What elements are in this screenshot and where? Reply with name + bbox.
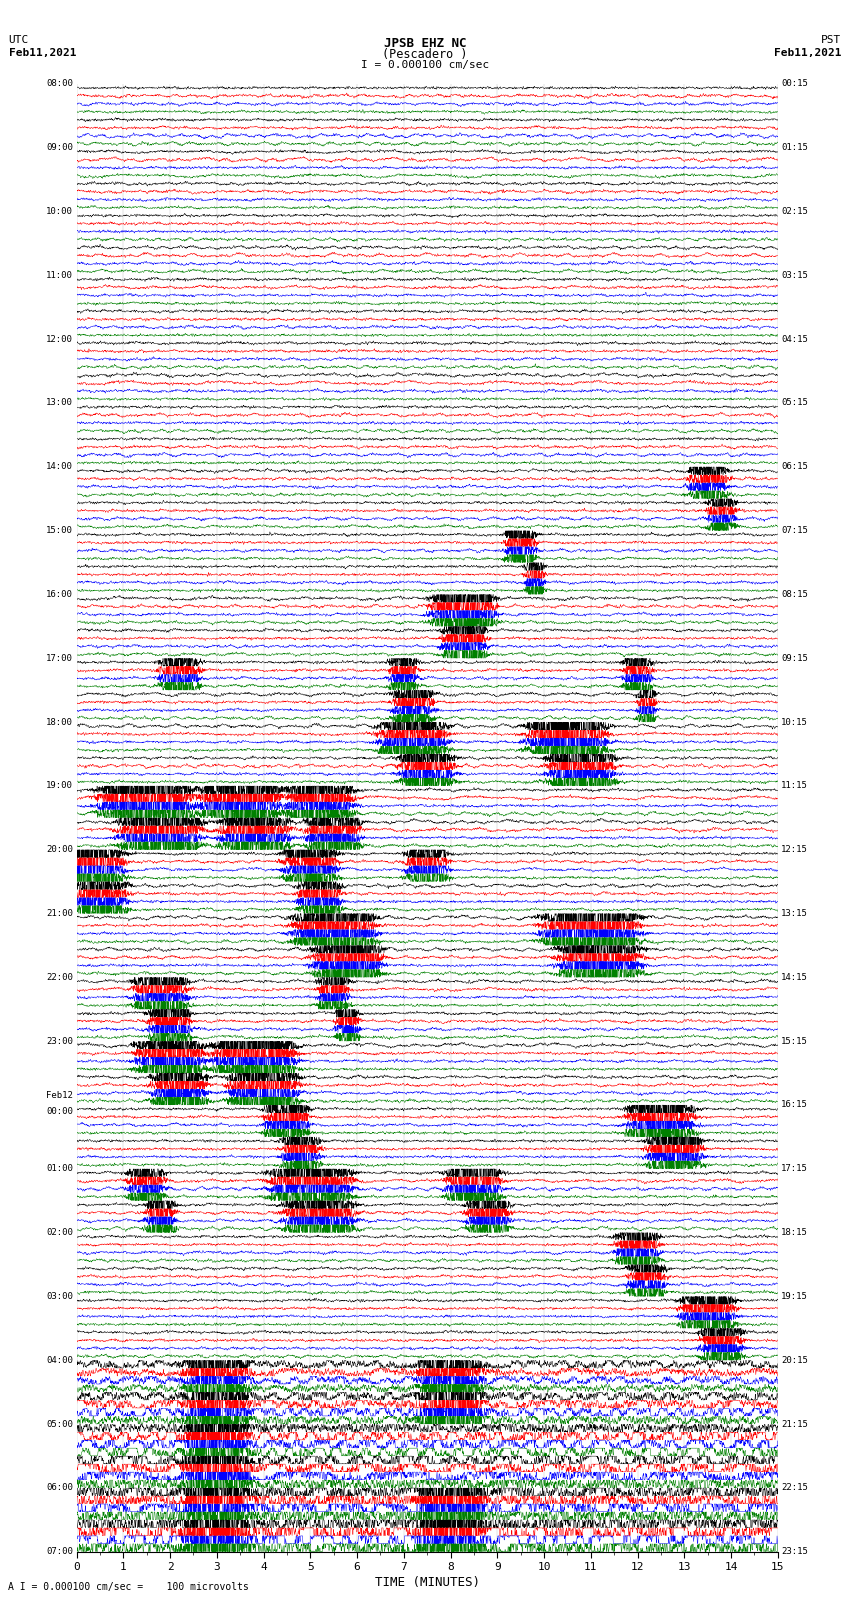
Text: 14:00: 14:00 [46,463,73,471]
Text: 12:15: 12:15 [781,845,808,855]
Text: 11:00: 11:00 [46,271,73,279]
Text: 17:00: 17:00 [46,653,73,663]
Text: 07:15: 07:15 [781,526,808,536]
Text: 16:15: 16:15 [781,1100,808,1110]
Text: 02:00: 02:00 [46,1227,73,1237]
Text: 04:00: 04:00 [46,1357,73,1365]
Text: 16:00: 16:00 [46,590,73,598]
Text: 18:00: 18:00 [46,718,73,726]
Text: A I = 0.000100 cm/sec =    100 microvolts: A I = 0.000100 cm/sec = 100 microvolts [8,1582,249,1592]
Text: 13:00: 13:00 [46,398,73,408]
Text: PST: PST [821,35,842,45]
Text: Feb11,2021: Feb11,2021 [8,48,76,58]
Text: JPSB EHZ NC: JPSB EHZ NC [383,37,467,50]
Text: 10:00: 10:00 [46,206,73,216]
Text: I = 0.000100 cm/sec: I = 0.000100 cm/sec [361,60,489,69]
Text: 12:00: 12:00 [46,334,73,344]
Text: UTC: UTC [8,35,29,45]
Text: 04:15: 04:15 [781,334,808,344]
Text: (Pescadero ): (Pescadero ) [382,48,468,61]
Text: Feb12: Feb12 [46,1090,73,1100]
Text: 19:00: 19:00 [46,781,73,790]
Text: 09:00: 09:00 [46,144,73,152]
Text: 05:00: 05:00 [46,1419,73,1429]
Text: 13:15: 13:15 [781,910,808,918]
Text: 09:15: 09:15 [781,653,808,663]
Text: Feb11,2021: Feb11,2021 [774,48,842,58]
Text: 20:15: 20:15 [781,1357,808,1365]
Text: 06:00: 06:00 [46,1484,73,1492]
Text: 15:00: 15:00 [46,526,73,536]
Text: 08:15: 08:15 [781,590,808,598]
Text: 01:15: 01:15 [781,144,808,152]
Text: 05:15: 05:15 [781,398,808,408]
Text: 22:15: 22:15 [781,1484,808,1492]
Text: 11:15: 11:15 [781,781,808,790]
Text: 23:00: 23:00 [46,1037,73,1045]
Text: 00:15: 00:15 [781,79,808,89]
Text: 00:00: 00:00 [46,1107,73,1116]
Text: 18:15: 18:15 [781,1227,808,1237]
Text: 17:15: 17:15 [781,1165,808,1173]
Text: 03:15: 03:15 [781,271,808,279]
Text: 02:15: 02:15 [781,206,808,216]
Text: 07:00: 07:00 [46,1547,73,1557]
Text: 10:15: 10:15 [781,718,808,726]
Text: 21:00: 21:00 [46,910,73,918]
Text: 08:00: 08:00 [46,79,73,89]
X-axis label: TIME (MINUTES): TIME (MINUTES) [375,1576,479,1589]
Text: 01:00: 01:00 [46,1165,73,1173]
Text: 20:00: 20:00 [46,845,73,855]
Text: 19:15: 19:15 [781,1292,808,1302]
Text: 22:00: 22:00 [46,973,73,982]
Text: 21:15: 21:15 [781,1419,808,1429]
Text: 06:15: 06:15 [781,463,808,471]
Text: 23:15: 23:15 [781,1547,808,1557]
Text: 15:15: 15:15 [781,1037,808,1045]
Text: 03:00: 03:00 [46,1292,73,1302]
Text: 14:15: 14:15 [781,973,808,982]
